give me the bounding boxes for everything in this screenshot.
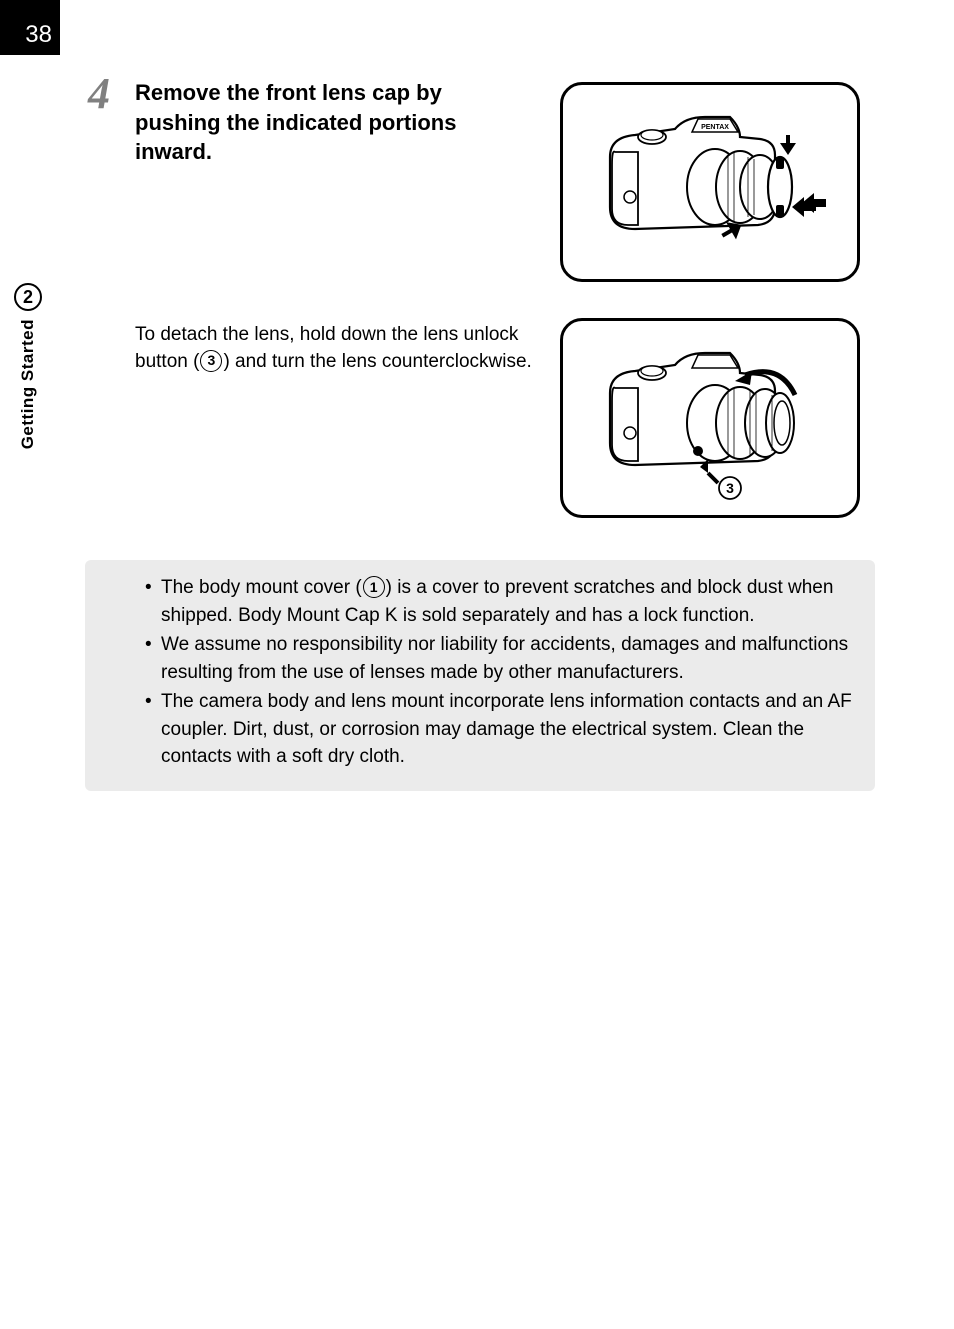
memo-item: The camera body and lens mount incorpora… <box>145 688 857 771</box>
camera-detach-lens-svg: 3 <box>580 333 840 503</box>
camera-brand-text: PENTAX <box>701 124 729 131</box>
memo-item-text: We assume no responsibility nor liabilit… <box>161 634 848 683</box>
reference-circle-3: 3 <box>200 350 222 372</box>
chapter-title: Getting Started <box>18 319 38 449</box>
memo-item-text: The camera body and lens mount incorpora… <box>161 691 852 767</box>
illustration-ref-3: 3 <box>726 480 734 496</box>
illustration-remove-lens-cap: PENTAX <box>560 82 860 282</box>
camera-lens-cap-svg: PENTAX <box>580 97 840 267</box>
memo-box: The body mount cover (1) is a cover to p… <box>85 560 875 791</box>
step-number: 4 <box>88 68 110 119</box>
chapter-number-circle: 2 <box>14 283 42 311</box>
step-heading: Remove the front lens cap by pushing the… <box>135 78 525 167</box>
memo-item-before: The body mount cover ( <box>161 577 362 598</box>
page-number-strip: 38 <box>0 0 60 55</box>
memo-item: The body mount cover (1) is a cover to p… <box>145 574 857 629</box>
step-body: To detach the lens, hold down the lens u… <box>135 322 535 375</box>
side-tab: 2 Getting Started <box>10 283 46 449</box>
step-body-after: ) and turn the lens counterclockwise. <box>223 351 531 372</box>
chapter-number: 2 <box>23 287 33 308</box>
page-number: 38 <box>25 21 52 49</box>
illustration-detach-lens: 3 <box>560 318 860 518</box>
memo-item: We assume no responsibility nor liabilit… <box>145 631 857 686</box>
reference-circle-1: 1 <box>363 576 385 598</box>
memo-list: The body mount cover (1) is a cover to p… <box>145 574 857 771</box>
